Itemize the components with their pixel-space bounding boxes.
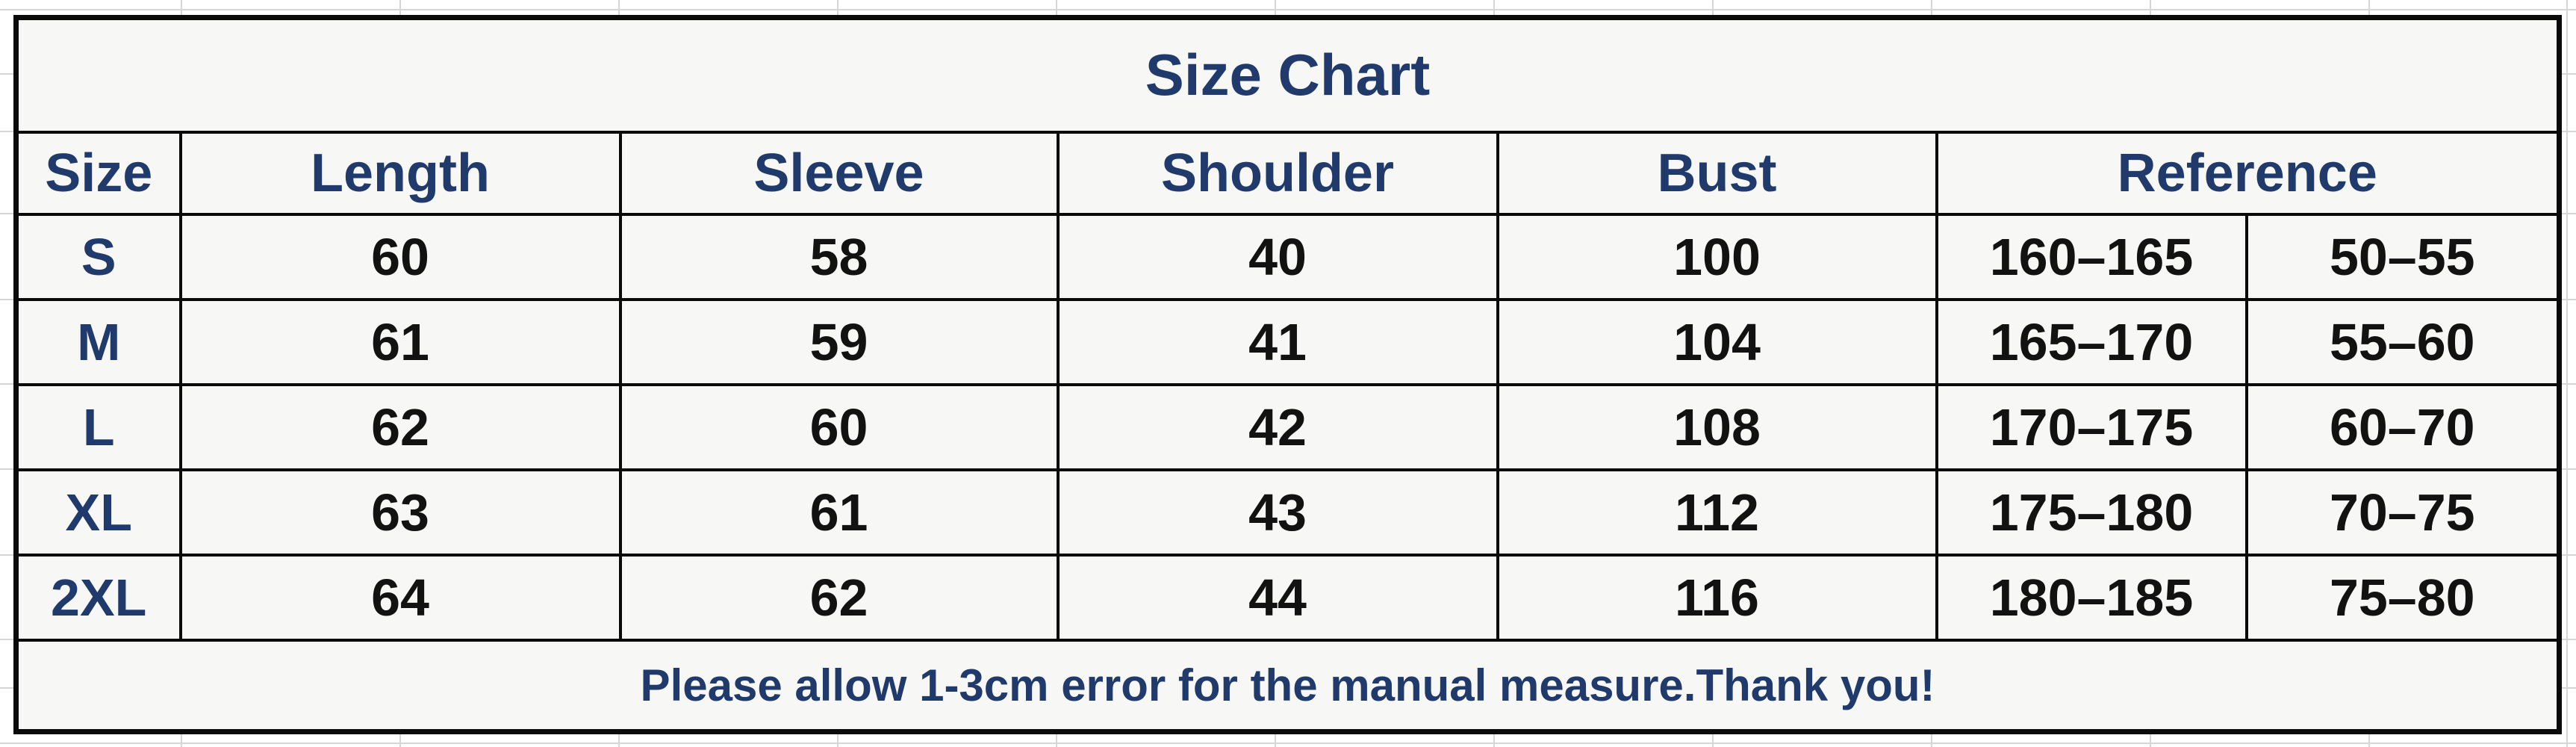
cell-reference-weight: 75–80 (2244, 553, 2561, 642)
cell-size: S (14, 212, 182, 301)
column-header-reference: Reference (1935, 130, 2561, 216)
column-header-length: Length (178, 130, 622, 216)
size-chart-table: Size Chart Size Length Sleeve Shoulder B… (13, 15, 2563, 734)
cell-shoulder: 42 (1056, 382, 1499, 471)
gridline (0, 743, 2576, 744)
table-row: L 62 60 42 108 170–175 60–70 (14, 382, 2561, 471)
cell-bust: 104 (1496, 297, 1938, 386)
cell-length: 63 (178, 468, 622, 557)
cell-length: 62 (178, 382, 622, 471)
table-title: Size Chart (14, 16, 2561, 134)
cell-bust: 108 (1496, 382, 1938, 471)
cell-reference-height: 175–180 (1935, 468, 2248, 557)
column-header-sleeve: Sleeve (618, 130, 1060, 216)
gridline (0, 9, 2576, 10)
cell-reference-height: 165–170 (1935, 297, 2248, 386)
gridline (2566, 0, 2568, 747)
cell-reference-weight: 70–75 (2244, 468, 2561, 557)
cell-length: 64 (178, 553, 622, 642)
column-header-shoulder: Shoulder (1056, 130, 1499, 216)
column-header-bust: Bust (1496, 130, 1938, 216)
cell-sleeve: 60 (618, 382, 1060, 471)
cell-shoulder: 41 (1056, 297, 1499, 386)
table-row: M 61 59 41 104 165–170 55–60 (14, 297, 2561, 386)
table-row: 2XL 64 62 44 116 180–185 75–80 (14, 553, 2561, 642)
cell-bust: 112 (1496, 468, 1938, 557)
title-row: Size Chart (14, 16, 2561, 134)
cell-size: XL (14, 468, 182, 557)
cell-shoulder: 40 (1056, 212, 1499, 301)
cell-size: L (14, 382, 182, 471)
cell-bust: 116 (1496, 553, 1938, 642)
column-header-size: Size (14, 130, 182, 216)
cell-shoulder: 44 (1056, 553, 1499, 642)
cell-length: 60 (178, 212, 622, 301)
cell-sleeve: 58 (618, 212, 1060, 301)
cell-size: 2XL (14, 553, 182, 642)
cell-reference-height: 170–175 (1935, 382, 2248, 471)
footer-note: Please allow 1-3cm error for the manual … (14, 638, 2561, 734)
header-row: Size Length Sleeve Shoulder Bust Referen… (14, 130, 2561, 216)
cell-sleeve: 61 (618, 468, 1060, 557)
cell-reference-height: 180–185 (1935, 553, 2248, 642)
cell-reference-height: 160–165 (1935, 212, 2248, 301)
table-row: S 60 58 40 100 160–165 50–55 (14, 212, 2561, 301)
cell-reference-weight: 50–55 (2244, 212, 2561, 301)
cell-length: 61 (178, 297, 622, 386)
cell-size: M (14, 297, 182, 386)
cell-shoulder: 43 (1056, 468, 1499, 557)
cell-reference-weight: 60–70 (2244, 382, 2561, 471)
footer-row: Please allow 1-3cm error for the manual … (14, 638, 2561, 734)
cell-sleeve: 62 (618, 553, 1060, 642)
cell-reference-weight: 55–60 (2244, 297, 2561, 386)
table-row: XL 63 61 43 112 175–180 70–75 (14, 468, 2561, 557)
cell-bust: 100 (1496, 212, 1938, 301)
cell-sleeve: 59 (618, 297, 1060, 386)
